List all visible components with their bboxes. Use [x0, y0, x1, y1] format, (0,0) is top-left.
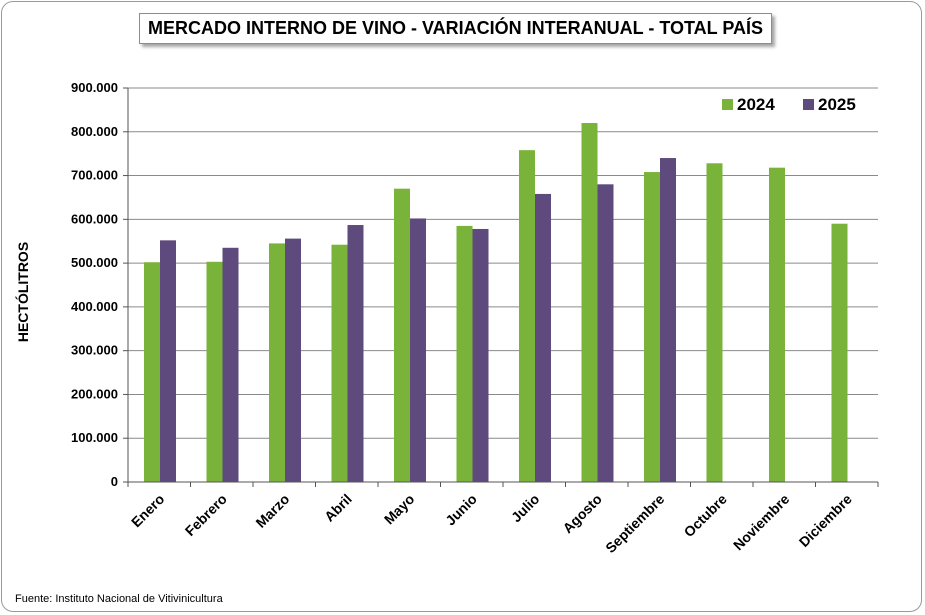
- bar-2024-mayo: [394, 188, 410, 482]
- bar-2025-abril: [347, 225, 364, 482]
- y-tick-label: 100.000: [71, 430, 118, 445]
- bar-2025-julio: [535, 193, 551, 483]
- y-tick-label: 800.000: [71, 124, 118, 139]
- bar-2025-agosto: [597, 184, 614, 483]
- bar-2024-febrero: [206, 261, 223, 482]
- y-tick-label: 600.000: [71, 211, 118, 226]
- x-category-label: Enero: [128, 491, 167, 530]
- bar-2025-junio: [472, 228, 489, 482]
- x-category-label: Septiembre: [602, 491, 667, 556]
- bar-2024-junio: [456, 225, 473, 482]
- bar-2024-marzo: [269, 243, 285, 482]
- x-category-label: Abril: [321, 491, 355, 525]
- bar-2024-diciembre: [831, 223, 848, 482]
- y-tick-label: 300.000: [71, 343, 118, 358]
- x-category-label: Noviembre: [730, 491, 793, 554]
- gridlines: [128, 87, 878, 439]
- x-category-label: Mayo: [381, 491, 418, 528]
- bar-2025-febrero: [222, 247, 239, 482]
- legend-swatch-2025: [803, 99, 814, 110]
- legend: 2024 2025: [722, 95, 856, 114]
- chart-title: MERCADO INTERNO DE VINO - VARIACIÓN INTE…: [139, 13, 773, 44]
- bar-2025-marzo: [285, 238, 301, 482]
- x-category-label: Octubre: [681, 491, 730, 540]
- bar-2024-octubre: [706, 163, 723, 482]
- legend-label-2025: 2025: [818, 95, 856, 114]
- x-category-label: Agosto: [559, 491, 604, 536]
- bar-2025-mayo: [410, 218, 426, 483]
- bar-2024-abril: [331, 244, 348, 482]
- bar-2025-enero: [160, 240, 176, 482]
- x-category-label: Julio: [508, 491, 542, 525]
- bar-2024-noviembre: [769, 167, 785, 483]
- legend-label-2024: 2024: [737, 95, 775, 114]
- bar-2025-septiembre: [660, 158, 676, 483]
- bar-2024-julio: [519, 150, 535, 483]
- x-category-label: Junio: [442, 491, 480, 529]
- y-tick-label: 700.000: [71, 168, 118, 183]
- y-tick-label: 900.000: [71, 80, 118, 95]
- y-tick-label: 500.000: [71, 255, 118, 270]
- bar-2024-agosto: [581, 123, 598, 483]
- x-category-label: Diciembre: [796, 491, 855, 550]
- y-tick-label: 400.000: [71, 299, 118, 314]
- bar-2024-enero: [144, 262, 160, 482]
- x-category-label: Febrero: [182, 491, 230, 539]
- y-tick-label: 200.000: [71, 386, 118, 401]
- legend-swatch-2024: [722, 99, 733, 110]
- bars: [144, 123, 848, 483]
- bar-2024-septiembre: [644, 172, 660, 482]
- y-tick-label: 0: [111, 474, 118, 489]
- source-note: Fuente: Instituto Nacional de Vitivinicu…: [15, 593, 223, 605]
- x-category-label: Marzo: [252, 491, 292, 531]
